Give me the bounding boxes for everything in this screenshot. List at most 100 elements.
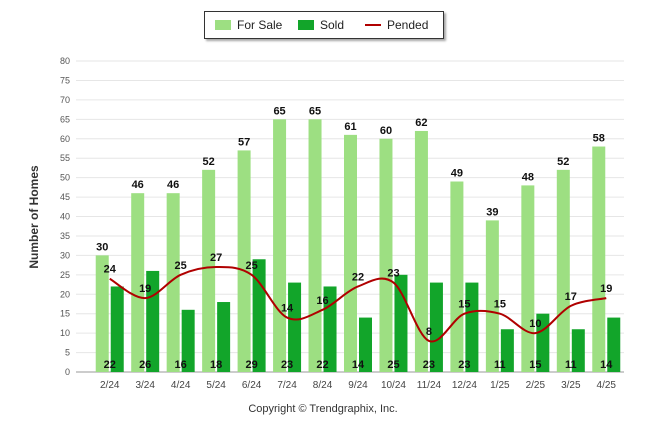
- copyright-footer: Copyright © Trendgraphix, Inc.: [248, 403, 398, 415]
- data-label-for-sale: 58: [593, 133, 605, 145]
- data-label-for-sale: 61: [344, 121, 356, 133]
- data-label-sold: 11: [565, 359, 577, 371]
- data-label-for-sale: 60: [380, 125, 392, 137]
- data-label-sold: 29: [245, 359, 257, 371]
- y-tick-label: 65: [60, 114, 70, 124]
- data-label-sold: 18: [210, 359, 222, 371]
- legend-item-sold[interactable]: Sold: [298, 18, 344, 32]
- y-tick-label: 30: [60, 250, 70, 260]
- data-label-for-sale: 48: [522, 171, 534, 183]
- x-tick-label: 1/25: [490, 380, 510, 391]
- data-label-for-sale: 62: [415, 117, 427, 129]
- bar-for-sale: [485, 220, 499, 372]
- data-label-sold: 15: [529, 359, 541, 371]
- y-tick-label: 80: [60, 56, 70, 66]
- bar-sold: [607, 317, 621, 372]
- data-label-pended: 14: [281, 303, 294, 315]
- y-tick-label: 75: [60, 75, 70, 85]
- data-label-sold: 23: [458, 359, 470, 371]
- bar-for-sale: [166, 193, 180, 372]
- x-tick-label: 8/24: [313, 380, 333, 391]
- pended-line: [109, 266, 607, 343]
- bar-for-sale: [592, 146, 606, 372]
- data-label-sold: 25: [387, 359, 399, 371]
- legend: For Sale Sold Pended: [204, 11, 444, 39]
- for-sale-swatch-icon: [215, 20, 231, 30]
- x-tick-label: 6/24: [242, 380, 262, 391]
- data-label-sold: 11: [494, 359, 506, 371]
- data-label-pended: 27: [210, 252, 222, 264]
- data-label-pended: 25: [175, 260, 187, 272]
- y-tick-label: 15: [60, 309, 70, 319]
- data-label-pended: 10: [529, 318, 541, 330]
- bar-for-sale: [202, 169, 216, 372]
- x-tick-label: 12/24: [452, 380, 477, 391]
- data-label-for-sale: 30: [96, 241, 108, 253]
- bar-sold: [465, 282, 479, 372]
- data-label-for-sale: 49: [451, 168, 463, 180]
- data-label-pended: 17: [565, 291, 577, 303]
- bar-for-sale: [521, 185, 535, 372]
- legend-label-sold: Sold: [320, 18, 345, 32]
- y-tick-label: 0: [65, 367, 70, 377]
- data-label-sold: 23: [281, 359, 293, 371]
- data-label-for-sale: 65: [309, 105, 321, 117]
- data-label-sold: 14: [352, 359, 365, 371]
- y-tick-label: 60: [60, 134, 70, 144]
- data-label-pended: 16: [316, 295, 328, 307]
- bar-for-sale: [95, 255, 109, 372]
- y-tick-label: 50: [60, 173, 70, 183]
- x-tick-label: 3/24: [135, 380, 155, 391]
- x-tick-label: 4/25: [597, 380, 617, 391]
- x-tick-label: 3/25: [561, 380, 581, 391]
- pended-line-icon: [365, 24, 381, 26]
- data-label-pended: 19: [139, 283, 151, 295]
- y-tick-label: 10: [60, 328, 70, 338]
- data-label-pended: 8: [426, 326, 432, 338]
- bar-for-sale: [450, 181, 464, 372]
- y-tick-label: 20: [60, 289, 70, 299]
- y-tick-label: 45: [60, 192, 70, 202]
- data-label-for-sale: 39: [486, 206, 498, 218]
- y-tick-label: 25: [60, 270, 70, 280]
- legend-item-pended[interactable]: Pended: [365, 18, 428, 32]
- data-label-pended: 22: [352, 271, 364, 283]
- bar-for-sale: [344, 134, 357, 372]
- data-label-sold: 22: [316, 359, 328, 371]
- x-tick-label: 5/24: [206, 380, 226, 391]
- x-tick-label: 11/24: [417, 380, 442, 391]
- y-tick-label: 40: [60, 212, 70, 222]
- bar-for-sale: [237, 150, 251, 372]
- data-label-for-sale: 52: [203, 156, 215, 168]
- bar-sold: [217, 302, 231, 372]
- data-label-sold: 22: [104, 359, 116, 371]
- data-label-sold: 23: [423, 359, 435, 371]
- data-label-for-sale: 65: [273, 105, 285, 117]
- bar-sold: [429, 282, 443, 372]
- bar-sold: [181, 309, 195, 372]
- x-tick-label: 7/24: [277, 380, 297, 391]
- x-tick-label: 9/24: [348, 380, 368, 391]
- bar-for-sale: [273, 119, 287, 372]
- legend-label-for-sale: For Sale: [237, 18, 283, 32]
- bar-for-sale: [131, 193, 145, 372]
- legend-item-for-sale[interactable]: For Sale: [215, 18, 282, 32]
- bar-sold: [110, 286, 124, 372]
- data-label-for-sale: 52: [557, 156, 569, 168]
- bar-for-sale: [556, 169, 570, 372]
- bar-sold: [359, 317, 372, 372]
- bar-sold: [288, 282, 302, 372]
- x-tick-label: 10/24: [381, 380, 406, 391]
- y-tick-label: 35: [60, 231, 70, 241]
- bar-for-sale: [379, 138, 393, 372]
- y-tick-label: 5: [65, 348, 70, 358]
- data-label-pended: 25: [245, 260, 257, 272]
- data-label-pended: 15: [458, 299, 470, 311]
- bar-for-sale: [308, 119, 322, 372]
- x-tick-label: 4/24: [171, 380, 191, 391]
- y-tick-label: 55: [60, 153, 70, 163]
- sold-swatch-icon: [298, 20, 314, 30]
- data-label-pended: 23: [387, 268, 399, 280]
